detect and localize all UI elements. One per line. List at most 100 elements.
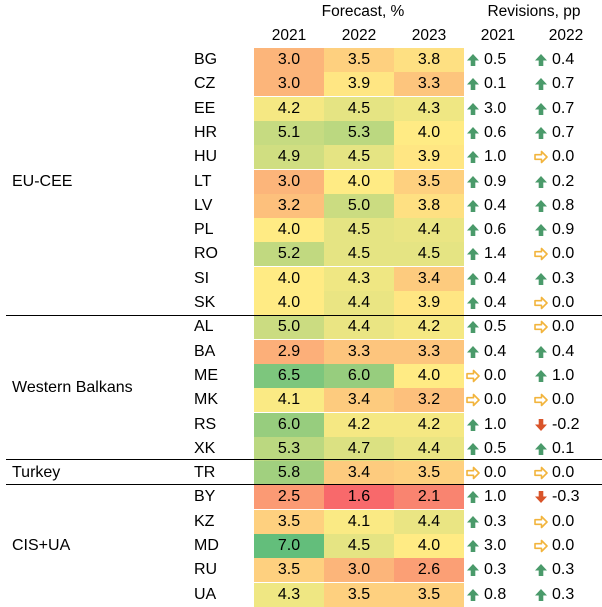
revision-value: 1.0 — [484, 415, 507, 433]
country-code: BG — [194, 51, 218, 68]
revisions-header: Revisions, pp — [487, 3, 581, 20]
forecast-cell: 7.0 — [254, 534, 324, 558]
forecast-cell: 4.5 — [324, 534, 394, 558]
arrow-up-icon — [467, 418, 479, 431]
revision-value: 0.8 — [552, 196, 575, 214]
country-code: LV — [194, 196, 213, 214]
revision-value: 0.4 — [484, 269, 507, 287]
revision-value: 0.7 — [552, 123, 575, 141]
revision-cell: 0.3 — [466, 558, 506, 582]
revision-value: 0.0 — [552, 294, 575, 311]
arrow-up-icon — [467, 54, 479, 66]
revision-cell: 0.1 — [466, 72, 506, 96]
revision-cell: 0.2 — [534, 170, 574, 194]
revision-cell: 0.0 — [534, 291, 574, 315]
arrow-up-icon — [535, 199, 547, 212]
arrow-up-icon — [467, 272, 479, 285]
revision-value: 0.0 — [552, 391, 575, 409]
revision-cell: 0.0 — [534, 461, 574, 485]
forecast-cell: 4.5 — [324, 145, 394, 170]
revision-cell: 0.4 — [534, 340, 574, 364]
revision-value: 0.3 — [484, 561, 507, 579]
forecast-cell: 4.5 — [394, 242, 464, 267]
arrow-up-icon — [467, 491, 479, 504]
forecast-cell: 3.2 — [254, 193, 324, 218]
revision-cell: -0.3 — [534, 485, 580, 509]
forecast-cell: 4.2 — [394, 412, 464, 437]
revision-cell: 0.7 — [534, 97, 574, 121]
revision-value: 0.0 — [484, 391, 507, 409]
arrow-up-icon — [467, 151, 479, 164]
revision-value: 1.4 — [484, 245, 507, 263]
country-code: SK — [194, 294, 216, 311]
country-code: AL — [194, 318, 214, 336]
revision-cell: 1.0 — [534, 364, 574, 388]
revision-value: 0.5 — [484, 439, 507, 457]
revision-cell: 0.4 — [466, 340, 506, 364]
forecast-cell: 3.3 — [394, 339, 464, 364]
revision-value: 3.0 — [484, 537, 507, 554]
revision-value: 0.0 — [552, 537, 575, 554]
revision-value: 0.6 — [484, 221, 507, 239]
forecast-cell: 3.5 — [324, 48, 394, 72]
country-code: HU — [194, 148, 218, 166]
revision-cell: 0.3 — [466, 510, 506, 534]
revision-value: 0.4 — [484, 342, 507, 360]
revision-value: 0.9 — [552, 221, 575, 239]
revision-cell: 0.6 — [466, 218, 506, 242]
arrow-right-icon — [534, 515, 548, 528]
revision-value: 0.3 — [552, 561, 575, 579]
revision-cell: -0.2 — [534, 413, 580, 437]
revision-value: 0.0 — [552, 464, 575, 482]
forecast-cell: 4.4 — [394, 436, 464, 461]
forecast-cell: 4.2 — [394, 315, 464, 340]
revision-cell: 3.0 — [466, 534, 506, 558]
revision-cell: 0.0 — [466, 461, 506, 485]
country-code: SI — [194, 269, 210, 287]
arrow-up-icon — [535, 102, 547, 115]
forecast-cell: 3.3 — [394, 72, 464, 97]
revision-cell: 0.4 — [466, 291, 506, 315]
arrow-down-icon — [535, 418, 547, 431]
revision-cell: 0.0 — [466, 364, 506, 388]
country-code: MK — [194, 391, 218, 409]
revision-cell: 0.0 — [466, 388, 506, 412]
forecast-cell: 5.3 — [324, 120, 394, 145]
forecast-cell: 3.9 — [394, 291, 464, 315]
country-code: KZ — [194, 512, 215, 530]
arrow-up-icon — [467, 78, 479, 91]
revision-value: 0.8 — [484, 585, 507, 603]
revision-cell: 3.0 — [466, 97, 506, 121]
forecast-cell: 4.0 — [254, 266, 324, 291]
revision-cell: 0.3 — [534, 558, 574, 582]
forecast-cell: 5.0 — [324, 193, 394, 218]
arrow-right-icon — [466, 466, 480, 480]
forecast-cell: 2.1 — [394, 485, 464, 510]
forecast-cell: 3.8 — [394, 193, 464, 218]
arrow-up-icon — [535, 224, 547, 237]
forecast-cell: 4.0 — [394, 120, 464, 145]
revision-cell: 0.8 — [466, 583, 506, 607]
forecast-cell: 4.2 — [254, 96, 324, 121]
revision-value: 0.0 — [552, 148, 575, 166]
country-code: HR — [194, 123, 218, 141]
arrow-up-icon — [535, 564, 547, 577]
forecast-cell: 3.0 — [254, 72, 324, 97]
forecast-cell: 4.9 — [254, 145, 324, 170]
revision-cell: 0.3 — [534, 583, 574, 607]
forecast-cell: 3.4 — [324, 461, 394, 486]
forecast-cell: 5.1 — [254, 120, 324, 145]
arrow-up-icon — [535, 369, 547, 382]
forecast-cell: 4.0 — [254, 291, 324, 315]
revision-value: 3.0 — [484, 99, 507, 117]
revision-cell: 0.5 — [466, 48, 506, 72]
forecast-cell: 4.0 — [394, 363, 464, 388]
forecast-cell: 5.8 — [254, 461, 324, 486]
forecast-cell: 5.3 — [254, 436, 324, 461]
arrow-right-icon — [466, 369, 480, 383]
revision-cell: 1.4 — [466, 242, 506, 266]
arrow-right-icon — [534, 248, 548, 261]
group-label: CIS+UA — [12, 537, 71, 555]
revision-cell: 0.9 — [534, 218, 574, 242]
forecast-cell: 2.5 — [254, 485, 324, 510]
